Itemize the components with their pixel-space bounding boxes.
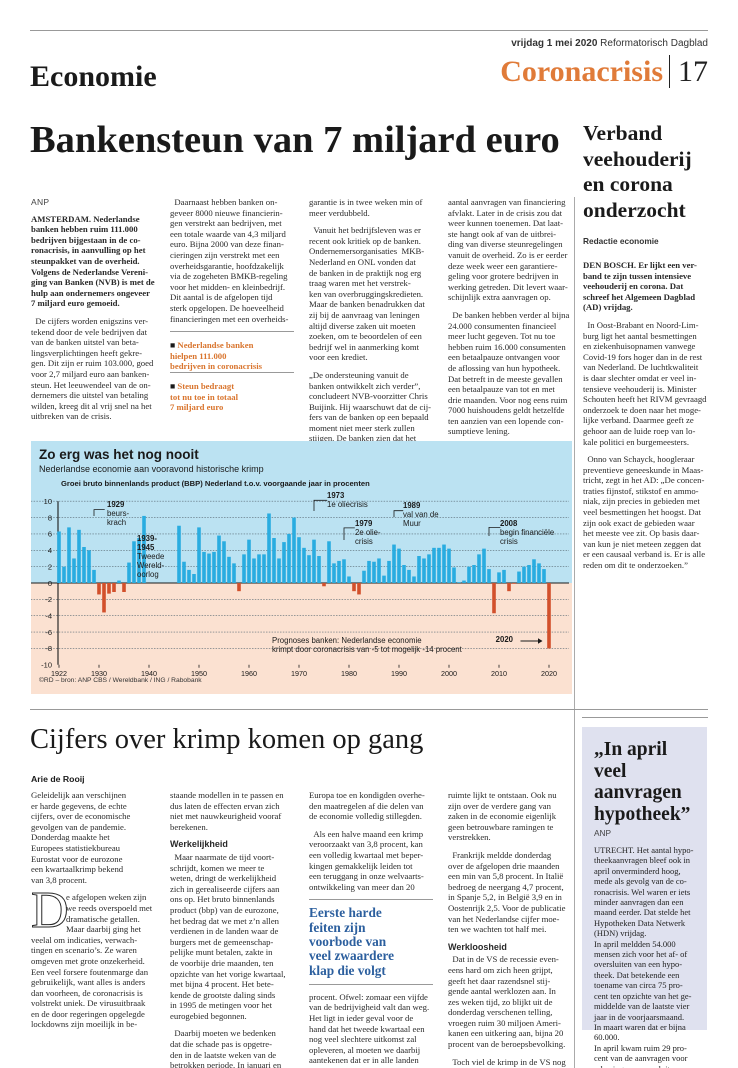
svg-text:8: 8 — [48, 513, 52, 522]
svg-text:6: 6 — [48, 530, 52, 539]
svg-text:1980: 1980 — [341, 669, 357, 678]
svg-text:-2: -2 — [45, 595, 52, 604]
svg-text:2000: 2000 — [441, 669, 457, 678]
svg-text:2020: 2020 — [541, 669, 557, 678]
svg-text:1990: 1990 — [391, 669, 407, 678]
svg-text:2: 2 — [48, 562, 52, 571]
svg-text:2010: 2010 — [491, 669, 507, 678]
svg-text:10: 10 — [44, 497, 52, 506]
svg-text:0: 0 — [48, 579, 52, 588]
svg-text:4: 4 — [48, 546, 52, 555]
svg-text:-6: -6 — [45, 628, 52, 637]
svg-text:1970: 1970 — [291, 669, 307, 678]
svg-text:-4: -4 — [45, 612, 52, 621]
svg-text:1960: 1960 — [241, 669, 257, 678]
svg-text:-10: -10 — [41, 661, 52, 670]
svg-text:-8: -8 — [45, 644, 52, 653]
